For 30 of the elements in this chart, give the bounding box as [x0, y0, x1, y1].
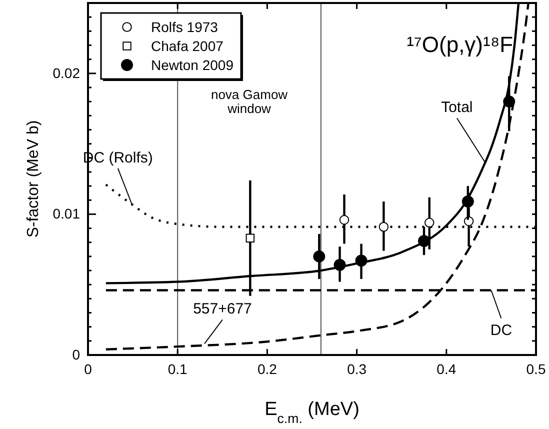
- point: [424, 218, 434, 228]
- annotation: Total: [441, 99, 473, 116]
- y-tick-label: 0: [72, 346, 80, 362]
- legend-label: Rolfs 1973: [151, 19, 218, 35]
- y-axis-title: S-factor (MeV b): [25, 120, 42, 238]
- annotation: DC: [490, 322, 512, 340]
- x-tick-label: 0.5: [526, 360, 546, 377]
- legend-label: Chafa 2007: [151, 38, 224, 54]
- point: [339, 214, 350, 225]
- text: ¹⁷O(p,γ)¹⁸F: [406, 32, 514, 57]
- x-tick-label: 0: [84, 360, 92, 377]
- x-tick-label: 0.1: [168, 360, 188, 377]
- point: [313, 250, 326, 262]
- x-axis-title: E$_{c.m.}$ (MeV): [264, 399, 360, 426]
- point: [334, 258, 346, 271]
- x-tick-label: 0.2: [257, 360, 278, 377]
- y-tick-label: 0.01: [52, 206, 80, 222]
- annotation: nova Gamow window: [210, 87, 288, 116]
- point: [378, 222, 389, 232]
- point: [503, 96, 516, 108]
- point: [462, 196, 474, 208]
- point: [246, 234, 255, 243]
- point: [464, 216, 474, 226]
- x-tick-label: 0.3: [347, 360, 367, 377]
- point: [355, 254, 368, 267]
- annotation: 557+677: [193, 300, 252, 318]
- x-tick-label: 0.4: [436, 360, 456, 377]
- point: [418, 234, 430, 247]
- y-tick-label: 0.02: [52, 64, 80, 81]
- legend-label: Newton 2009: [151, 57, 234, 73]
